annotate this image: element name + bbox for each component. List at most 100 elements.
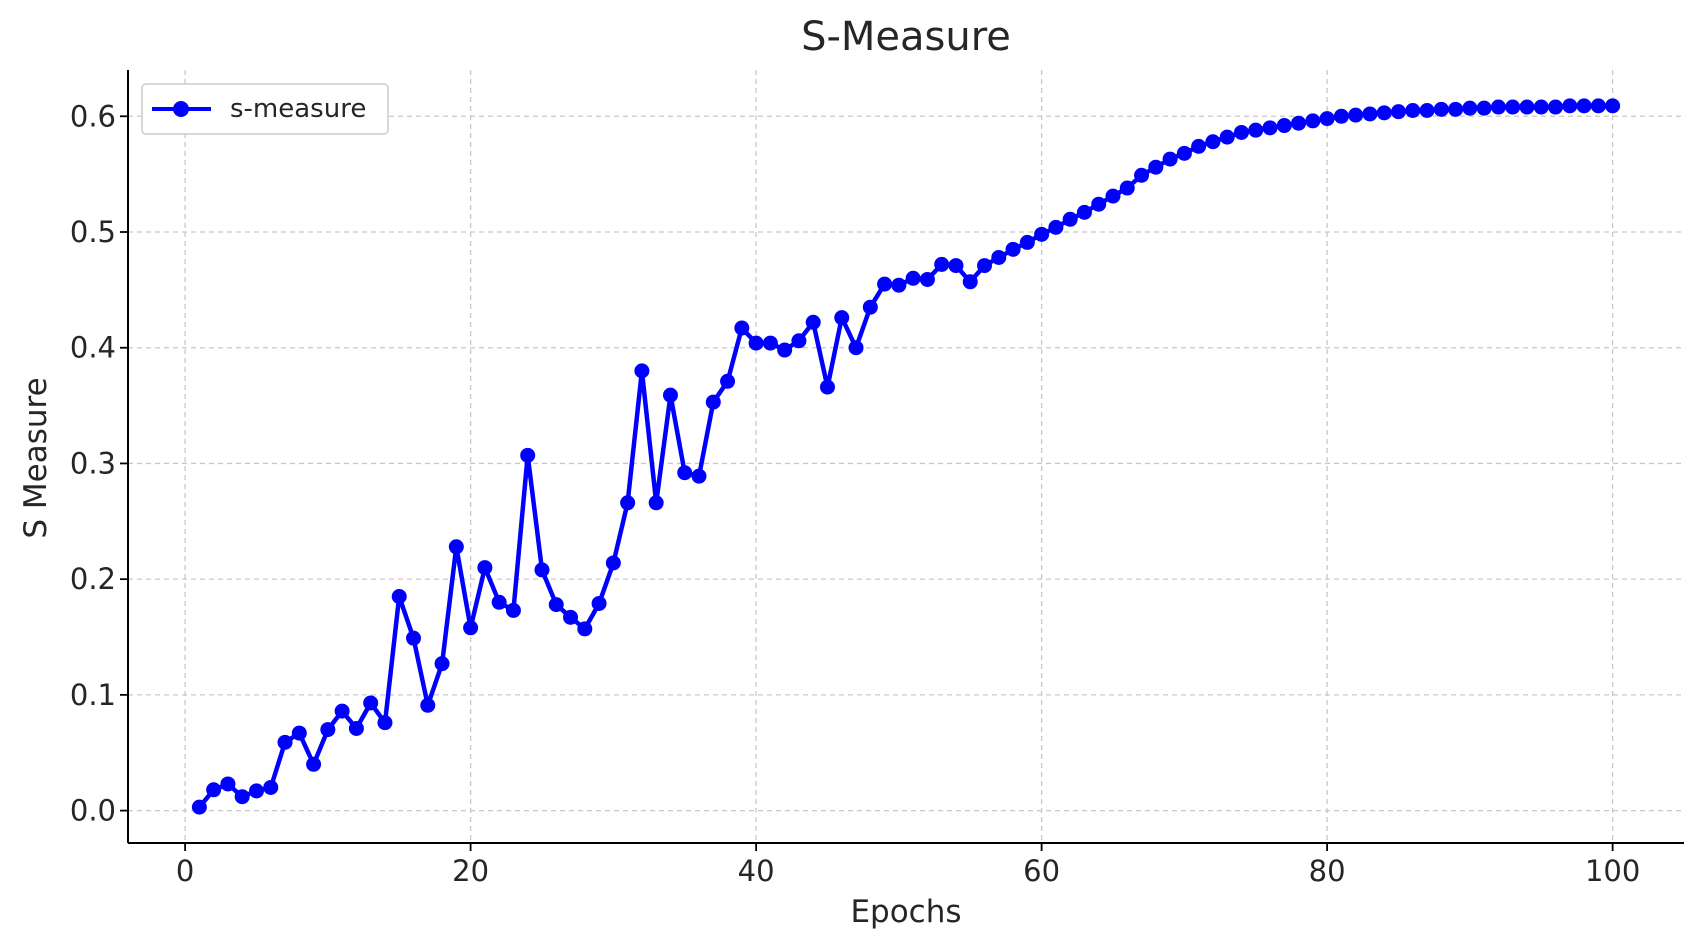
data-point (1034, 226, 1050, 242)
data-point (577, 621, 593, 637)
data-point (919, 271, 935, 287)
data-point (1305, 113, 1321, 129)
data-point (962, 274, 978, 290)
data-point (1119, 180, 1135, 196)
y-tick-label: 0.2 (70, 562, 116, 596)
data-point (948, 258, 964, 274)
data-point (1576, 98, 1592, 114)
data-point (1562, 98, 1578, 114)
data-point (563, 609, 579, 625)
data-point (206, 782, 222, 798)
data-point (1105, 188, 1121, 204)
data-point (548, 597, 564, 613)
y-tick-label: 0.5 (70, 215, 116, 249)
data-point (1291, 115, 1307, 131)
grid (128, 70, 1684, 843)
data-point (1548, 99, 1564, 115)
x-tick-label: 20 (452, 854, 489, 888)
data-point (848, 340, 864, 356)
data-point (777, 342, 793, 358)
data-point (1019, 234, 1035, 250)
data-point (891, 277, 907, 293)
data-point (862, 299, 878, 315)
data-point (248, 783, 264, 799)
data-point (534, 562, 550, 578)
data-point (191, 799, 207, 815)
data-point (705, 394, 721, 410)
data-point (406, 630, 422, 646)
data-point (1448, 101, 1464, 117)
data-point (1533, 99, 1549, 115)
data-point (934, 256, 950, 272)
data-point (805, 314, 821, 330)
data-point (1605, 98, 1621, 114)
data-point (1376, 105, 1392, 121)
data-point (1419, 103, 1435, 119)
data-point (691, 468, 707, 484)
x-tick-label: 60 (1023, 854, 1060, 888)
data-point (905, 270, 921, 286)
legend-label: s-measure (230, 94, 366, 124)
y-tick-label: 0.4 (70, 331, 116, 365)
data-point (1462, 100, 1478, 116)
data-point (348, 720, 364, 736)
data-point (420, 697, 436, 713)
legend: s-measure (141, 83, 389, 135)
data-point (762, 335, 778, 351)
data-point (877, 276, 893, 292)
data-point (491, 594, 507, 610)
data-point (448, 539, 464, 555)
data-point (1519, 99, 1535, 115)
data-point (1390, 104, 1406, 120)
x-tick-label: 100 (1585, 854, 1640, 888)
data-point (734, 320, 750, 336)
chart-title: S-Measure (801, 14, 1011, 60)
data-point (1233, 124, 1249, 140)
data-point (1505, 99, 1521, 115)
data-point (1176, 145, 1192, 161)
data-point (1276, 118, 1292, 134)
data-point (1062, 211, 1078, 227)
data-point (220, 776, 236, 792)
data-point (1348, 107, 1364, 123)
data-point (662, 387, 678, 403)
data-point (1433, 101, 1449, 117)
y-tick-label: 0.0 (70, 794, 116, 828)
data-point (748, 335, 764, 351)
data-point (1405, 103, 1421, 119)
data-point (819, 379, 835, 395)
data-point (320, 722, 336, 738)
data-point (263, 779, 279, 795)
data-point (520, 447, 536, 463)
data-point (291, 725, 307, 741)
data-point (334, 703, 350, 719)
data-point (791, 333, 807, 349)
legend-box (141, 83, 389, 135)
legend-marker-icon (173, 101, 189, 117)
data-point (605, 555, 621, 571)
data-point (720, 373, 736, 389)
data-point (648, 495, 664, 511)
data-point (234, 789, 250, 805)
data-point (1148, 159, 1164, 175)
data-point (1134, 167, 1150, 183)
data-point (1076, 204, 1092, 220)
data-point (1219, 129, 1235, 145)
x-axis-label: Epochs (850, 894, 961, 930)
data-point (1476, 100, 1492, 116)
data-point (1262, 120, 1278, 136)
data-point (620, 495, 636, 511)
data-point (1333, 108, 1349, 124)
data-point (505, 602, 521, 618)
data-point (1048, 219, 1064, 235)
data-point (1248, 122, 1264, 138)
data-point (991, 249, 1007, 265)
data-point (391, 589, 407, 605)
data-point (677, 465, 693, 481)
data-point (1091, 196, 1107, 212)
data-point (306, 756, 322, 772)
data-point (477, 560, 493, 576)
data-point (634, 363, 650, 379)
data-point (834, 310, 850, 326)
